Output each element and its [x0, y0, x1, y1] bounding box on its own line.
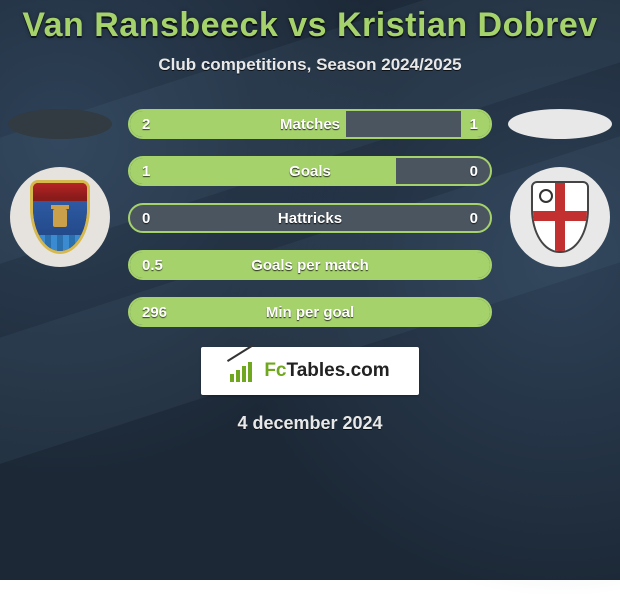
- stat-value-right: 0: [470, 210, 478, 227]
- stat-bar-list: 2Matches11Goals00Hattricks00.5Goals per …: [128, 109, 492, 327]
- right-player-side: [506, 109, 614, 267]
- page-title: Van Ransbeeck vs Kristian Dobrev: [22, 6, 597, 45]
- bar-chart-icon: [230, 360, 258, 382]
- stat-bar-row: 0.5Goals per match: [128, 250, 492, 280]
- left-team-crest: [10, 167, 110, 267]
- stat-label: Min per goal: [130, 304, 490, 321]
- stat-label: Goals: [130, 163, 490, 180]
- date-label: 4 december 2024: [237, 413, 382, 434]
- brand-text: FcTables.com: [264, 360, 389, 382]
- stat-label: Goals per match: [130, 257, 490, 274]
- left-player-side: [6, 109, 114, 267]
- stat-bar-row: 296Min per goal: [128, 297, 492, 327]
- stat-bar-row: 0Hattricks0: [128, 203, 492, 233]
- comparison-card: Van Ransbeeck vs Kristian Dobrev Club co…: [0, 0, 620, 434]
- brand-badge[interactable]: FcTables.com: [201, 347, 419, 395]
- stat-bar-row: 1Goals0: [128, 156, 492, 186]
- left-player-avatar-placeholder: [8, 109, 112, 139]
- subtitle: Club competitions, Season 2024/2025: [158, 55, 461, 75]
- stat-value-right: 1: [470, 116, 478, 133]
- shield-icon: [531, 181, 589, 253]
- stat-label: Matches: [130, 116, 490, 133]
- stat-label: Hattricks: [130, 210, 490, 227]
- right-team-crest: [510, 167, 610, 267]
- stat-bar-row: 2Matches1: [128, 109, 492, 139]
- stat-value-right: 0: [470, 163, 478, 180]
- right-player-avatar-placeholder: [508, 109, 612, 139]
- main-row: 2Matches11Goals00Hattricks00.5Goals per …: [0, 109, 620, 327]
- shield-icon: [30, 180, 90, 254]
